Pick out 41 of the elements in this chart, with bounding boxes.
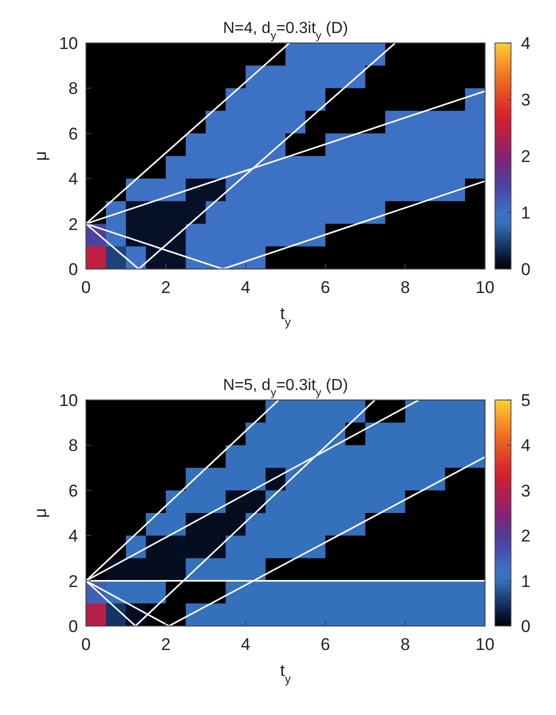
x-axis-title: t$_{y}$ [280, 661, 291, 686]
x-tick-label: 8 [400, 635, 410, 654]
x-tick-label: 10 [476, 278, 494, 297]
color-bar-label: 0 [521, 617, 530, 636]
y-tick-label: 4 [68, 526, 78, 546]
color-bar-label: 4 [521, 34, 530, 53]
x-tick-label: 2 [161, 635, 171, 654]
y-tick-label: 10 [59, 391, 78, 410]
y-tick-label: 6 [68, 124, 78, 144]
y-tick-label: 4 [68, 170, 78, 189]
y-tick-label: 8 [68, 79, 78, 98]
x-tick-label: 4 [240, 635, 250, 654]
y-axis-title: μ [31, 508, 50, 518]
y-tick-label: 2 [68, 214, 78, 234]
y-axis-title: μ [31, 151, 50, 161]
x-tick-label: 0 [81, 278, 91, 297]
chart-title: N=4, d$_{y}$=0.3it$_{y}$ (D) [222, 20, 348, 42]
y-tick-label: 10 [59, 34, 78, 53]
y-tick-label: 6 [68, 481, 78, 500]
color-bar-label: 5 [521, 391, 530, 410]
y-tick-label: 8 [68, 436, 78, 456]
color-bar-label: 3 [521, 481, 530, 500]
x-tick-label: 6 [320, 635, 330, 654]
color-bar-label: 2 [521, 147, 530, 166]
chart-title: N=5, d$_{y}$=0.3it$_{y}$ (D) [222, 377, 348, 399]
x-tick-label: 10 [476, 635, 494, 654]
y-tick-label: 2 [68, 572, 78, 591]
x-tick-label: 6 [320, 278, 330, 297]
x-tick-label: 2 [161, 278, 171, 297]
y-tick-label: 0 [68, 260, 78, 279]
color-bar-label: 1 [521, 204, 530, 222]
x-tick-label: 8 [400, 278, 410, 297]
x-tick-label: 4 [240, 278, 250, 297]
x-tick-label: 0 [81, 635, 91, 654]
color-bar-label: 0 [521, 260, 530, 279]
color-bar-label: 1 [521, 572, 530, 591]
color-bar-label: 3 [521, 90, 530, 110]
color-bar-label: 2 [521, 526, 530, 546]
x-axis-title: t$_{y}$ [280, 304, 291, 329]
y-tick-label: 0 [68, 617, 78, 636]
color-bar-label: 4 [521, 436, 530, 456]
